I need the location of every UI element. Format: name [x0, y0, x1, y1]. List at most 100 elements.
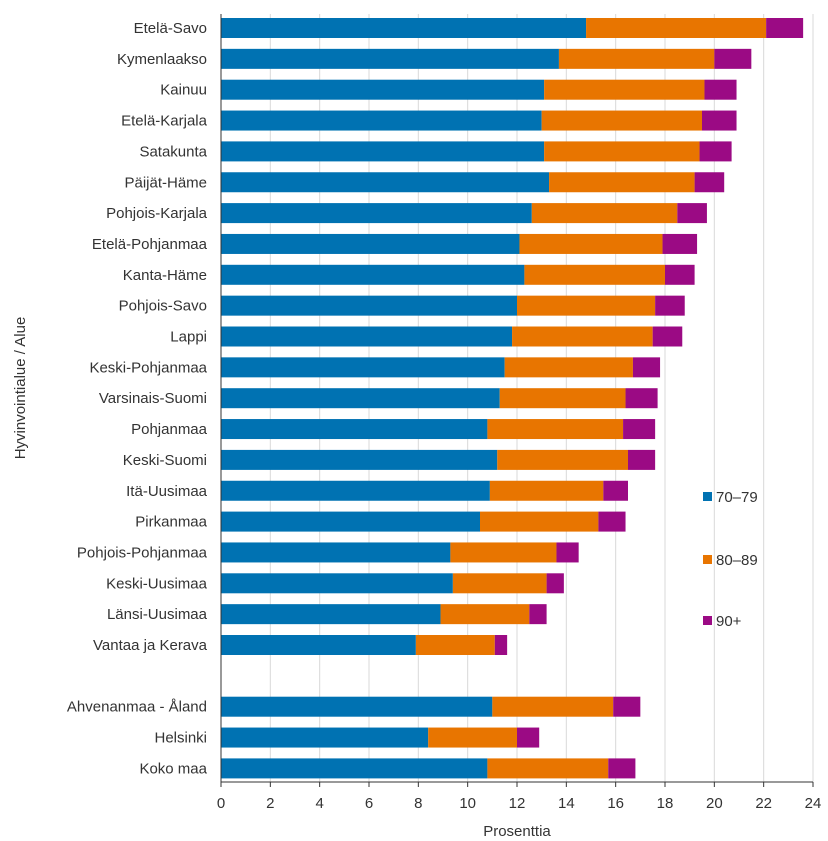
bar-segment: [487, 758, 609, 779]
bar-segment: [492, 696, 614, 717]
category-label: Kainuu: [160, 82, 207, 99]
x-axis-title: Prosenttia: [483, 823, 551, 840]
x-tick-label: 22: [755, 795, 772, 812]
bar-segment: [221, 233, 520, 254]
bar-segment: [558, 48, 715, 69]
bar-segment: [415, 635, 495, 655]
bar-segment: [450, 542, 557, 563]
bar-segment: [556, 542, 579, 563]
bar-segment: [221, 511, 480, 532]
x-tick-label: 2: [266, 795, 274, 812]
bar-segment: [704, 79, 737, 100]
category-label: Varsinais-Suomi: [99, 390, 207, 407]
bar-segment: [221, 110, 542, 131]
x-axis: 0 2 4 6 8 10 12 14 16 18 20 22 24: [217, 14, 822, 812]
bar-segment: [221, 696, 493, 717]
bar-segment: [702, 110, 737, 131]
category-label: Lappi: [170, 329, 207, 346]
category-label: Kymenlaakso: [117, 51, 207, 68]
bar-segment: [623, 419, 656, 440]
x-tick-label: 20: [706, 795, 723, 812]
bar-segment: [221, 264, 525, 285]
legend-swatch: [703, 616, 712, 625]
bar-segment: [549, 172, 695, 193]
bar-segment: [517, 727, 540, 748]
legend-label: 80–89: [716, 552, 758, 569]
bar-segment: [497, 449, 628, 470]
legend: 70–79 80–89 90+: [703, 489, 758, 630]
category-label: Satakunta: [139, 143, 207, 160]
bar-segment: [499, 388, 626, 409]
x-tick-label: 4: [315, 795, 323, 812]
x-tick-label: 8: [414, 795, 422, 812]
bar-segment: [541, 110, 702, 131]
bar-segment: [221, 604, 441, 625]
category-label: Pohjois-Savo: [119, 298, 207, 315]
bar-segment: [544, 141, 700, 162]
bar-segment: [489, 480, 604, 501]
bar-segment: [221, 326, 513, 347]
bar-segment: [221, 388, 500, 409]
bar-segment: [221, 480, 490, 501]
bar-segment: [613, 696, 641, 717]
bar-segment: [452, 573, 547, 594]
bar-segment: [221, 357, 505, 378]
category-label: Helsinki: [154, 730, 207, 747]
bar-segment: [487, 419, 624, 440]
legend-label: 90+: [716, 613, 742, 630]
bar-segment: [524, 264, 665, 285]
bar-segment: [603, 480, 628, 501]
bar-segment: [529, 604, 547, 625]
x-tick-label: 0: [217, 795, 225, 812]
category-label: Etelä-Savo: [134, 20, 207, 37]
bar-segment: [221, 203, 532, 224]
x-tick-label: 24: [805, 795, 822, 812]
category-label: Pirkanmaa: [135, 514, 207, 531]
category-label: Vantaa ja Kerava: [93, 637, 208, 654]
bar-segment: [221, 295, 517, 316]
bar-segment: [221, 758, 488, 779]
category-label: Päijät-Häme: [124, 174, 207, 191]
bar-segment: [504, 357, 633, 378]
bar-segment: [512, 326, 653, 347]
bar-segment: [494, 635, 508, 655]
legend-label: 70–79: [716, 489, 758, 506]
x-tick-label: 16: [607, 795, 624, 812]
category-label: Ahvenanmaa - Åland: [67, 699, 207, 716]
bar-segment: [517, 295, 656, 316]
category-label: Kanta-Häme: [123, 267, 207, 284]
bar-segment: [766, 18, 804, 38]
x-tick-label: 6: [365, 795, 373, 812]
bar-segment: [221, 419, 488, 440]
bar-segment: [665, 264, 695, 285]
bar-segment: [221, 79, 545, 100]
x-tick-label: 14: [558, 795, 575, 812]
x-tick-label: 12: [509, 795, 526, 812]
bar-segment: [221, 141, 545, 162]
category-label: Pohjanmaa: [131, 421, 208, 438]
bar-segment: [608, 758, 636, 779]
bar-segment: [625, 388, 658, 409]
bar-segment: [221, 449, 498, 470]
bar-segment: [628, 449, 656, 470]
category-labels: Etelä-Savo Kymenlaakso Kainuu Etelä-Karjala…: [67, 20, 208, 777]
bar-segment: [519, 233, 663, 254]
bars: [221, 18, 804, 779]
bar-segment: [221, 18, 587, 38]
bar-segment: [221, 573, 453, 594]
bar-segment: [440, 604, 530, 625]
bar-segment: [480, 511, 599, 532]
bar-segment: [428, 727, 517, 748]
bar-segment: [699, 141, 732, 162]
category-label: Keski-Pohjanmaa: [89, 359, 207, 376]
category-label: Etelä-Karjala: [121, 113, 208, 130]
category-label: Koko maa: [139, 760, 207, 777]
category-label: Pohjois-Pohjanmaa: [77, 544, 208, 561]
bar-segment: [655, 295, 685, 316]
category-label: Itä-Uusimaa: [126, 483, 208, 500]
bar-segment: [221, 48, 559, 69]
category-label: Etelä-Pohjanmaa: [92, 236, 208, 253]
bar-segment: [531, 203, 678, 224]
bar-segment: [632, 357, 661, 378]
